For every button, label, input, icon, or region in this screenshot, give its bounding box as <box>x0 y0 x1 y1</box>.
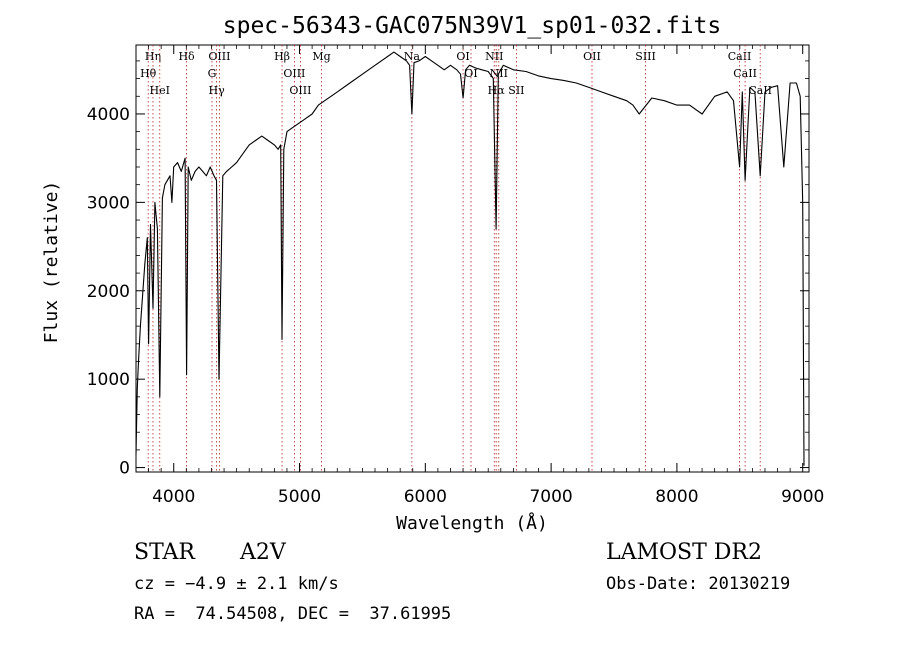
line-label: Hδ <box>178 50 195 63</box>
y-axis-label: Flux (relative) <box>41 181 62 344</box>
line-label: Hγ <box>209 84 226 97</box>
redshift-cz: cz = −4.9 ± 2.1 km/s <box>134 574 339 594</box>
ra-dec: RA = 74.54508, DEC = 37.61995 <box>134 604 452 624</box>
line-label: SII <box>508 84 524 97</box>
line-label: OI <box>456 50 469 63</box>
line-label: Hθ <box>140 67 157 80</box>
line-label: NII <box>485 50 503 63</box>
line-label: CaII <box>733 67 757 80</box>
x-tick-label: 5000 <box>278 487 321 507</box>
y-tick-label: 1000 <box>87 370 130 390</box>
line-label: Na <box>404 50 421 63</box>
line-label: OIII <box>208 50 230 63</box>
plot-border <box>135 44 810 473</box>
x-tick-label: 4000 <box>152 487 195 507</box>
y-tick-label: 4000 <box>87 105 130 125</box>
line-label: CaII <box>728 50 752 63</box>
x-axis-label: Wavelength (Å) <box>396 512 548 534</box>
axes: 4000 5000 6000 7000 8000 9000 0 1000 2000 3000 400… <box>87 45 824 507</box>
line-label: Hα <box>488 84 506 97</box>
y-tick-label: 2000 <box>87 282 130 302</box>
line-label: Hβ <box>274 50 290 63</box>
line-label: CaII <box>748 84 772 97</box>
object-subclass: A2V <box>240 540 286 565</box>
observation-date: Obs-Date: 20130219 <box>606 574 791 594</box>
chart-title: spec-56343-GAC075N39V1_sp01-032.fits <box>223 13 722 39</box>
object-class: STAR <box>134 540 195 565</box>
x-tick-label: 7000 <box>529 487 572 507</box>
line-label: OIII <box>283 67 305 80</box>
line-label: Mg <box>312 50 330 63</box>
plot-frame <box>135 44 810 473</box>
x-tick-label: 9000 <box>781 487 824 507</box>
line-label: G <box>208 67 217 80</box>
y-tick-label: 0 <box>119 459 130 479</box>
y-tick-label: 3000 <box>87 193 130 213</box>
line-label: Hη <box>145 50 161 63</box>
spectrum-line <box>135 51 805 466</box>
x-tick-label: 8000 <box>655 487 698 507</box>
survey-name: LAMOST DR2 <box>606 540 762 565</box>
line-label: OI <box>464 67 477 80</box>
line-label: OII <box>583 50 601 63</box>
line-label: SIII <box>635 50 656 63</box>
line-label: OIII <box>289 84 311 97</box>
line-label: HeI <box>150 84 170 97</box>
spectrum-series <box>135 51 805 466</box>
x-tick-label: 6000 <box>404 487 447 507</box>
